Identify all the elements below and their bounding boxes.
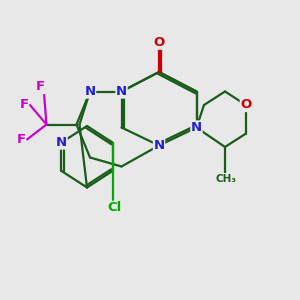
Text: CH₃: CH₃ <box>216 173 237 184</box>
Text: N: N <box>84 85 96 98</box>
Text: N: N <box>56 136 67 149</box>
Text: N: N <box>153 139 165 152</box>
Text: F: F <box>16 133 26 146</box>
Text: F: F <box>20 98 28 112</box>
Text: O: O <box>240 98 252 112</box>
Text: N: N <box>116 85 127 98</box>
Text: F: F <box>36 80 45 94</box>
Text: Cl: Cl <box>107 201 121 214</box>
Text: O: O <box>153 36 165 49</box>
Text: N: N <box>191 121 202 134</box>
